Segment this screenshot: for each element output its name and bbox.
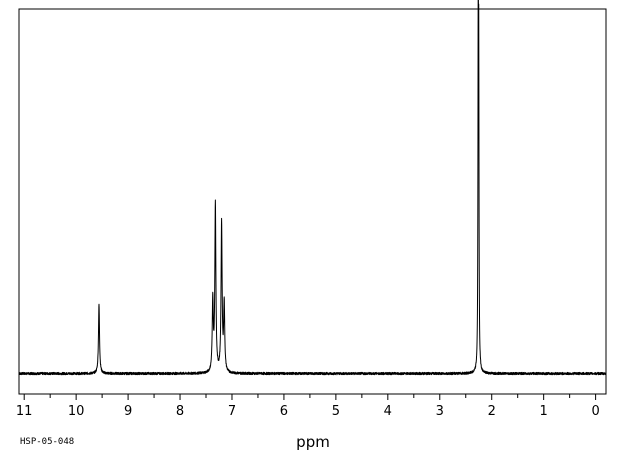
x-tick-label: 11: [16, 404, 33, 419]
x-tick-label: 10: [68, 404, 85, 419]
x-tick-label: 2: [488, 404, 496, 419]
x-tick-label: 6: [280, 404, 288, 419]
x-axis-label: ppm: [296, 433, 330, 451]
x-tick-label: 8: [176, 404, 184, 419]
plot-frame: [18, 8, 607, 395]
spectrum-code-label: HSP-05-048: [20, 437, 74, 447]
x-tick-label: 9: [124, 404, 132, 419]
x-tick-label: 4: [384, 404, 392, 419]
x-tick-label: 3: [436, 404, 444, 419]
x-tick-label: 1: [540, 404, 548, 419]
x-axis-ticks: [23, 394, 597, 400]
x-tick-label: 0: [591, 404, 599, 419]
spectrum-line: [18, 0, 607, 376]
x-axis-tick-labels: 11 10 9 8 7 6 5 4 3 2 1 0: [16, 404, 600, 419]
x-tick-label: 7: [228, 404, 236, 419]
x-tick-label: 5: [332, 404, 340, 419]
